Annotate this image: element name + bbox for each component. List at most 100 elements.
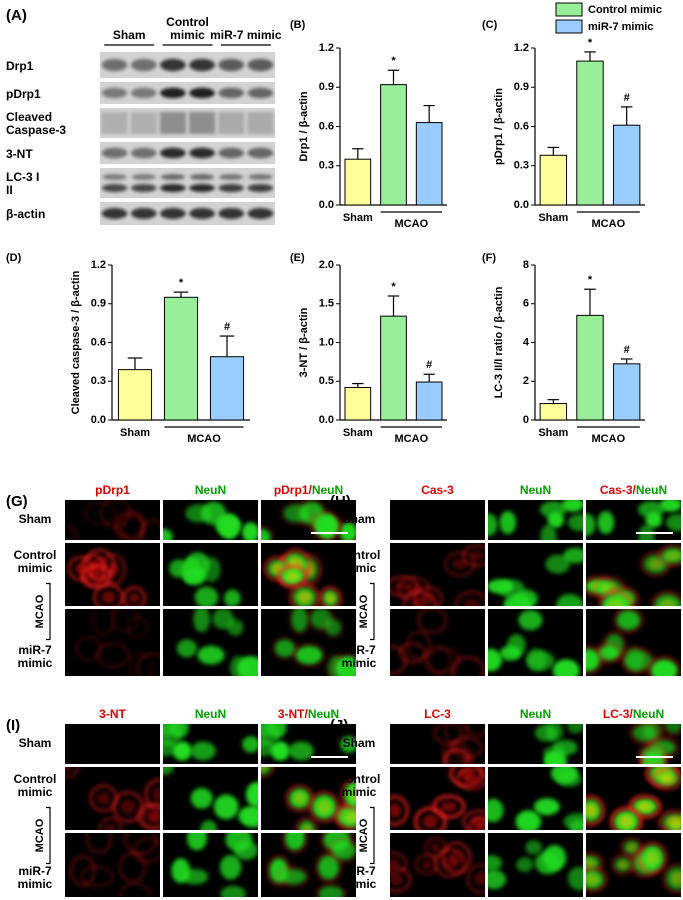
red-signal [75, 635, 103, 661]
red-signal [432, 794, 466, 819]
red-signal [152, 786, 160, 803]
micrograph [390, 609, 485, 676]
red-signal [287, 609, 312, 636]
row-label: miR-7 mimic [17, 643, 53, 670]
panel-label: (F) [482, 252, 496, 264]
error-bar [387, 295, 400, 317]
red-signal [414, 806, 447, 830]
panel-label: (J) [330, 717, 349, 734]
neuron [632, 724, 656, 742]
micrograph [586, 767, 681, 830]
merge-stain: pDrp1 [273, 483, 309, 497]
red-signal [471, 816, 485, 827]
blot-strip [100, 168, 275, 198]
neuron [650, 659, 678, 676]
red-signal [115, 509, 146, 540]
y-tick-label: 0.9 [514, 81, 529, 93]
red-signal [85, 833, 113, 854]
neuron [567, 514, 583, 532]
error-bar [620, 358, 633, 364]
red-signal [441, 742, 472, 764]
red-signal [463, 598, 481, 606]
x-tick-label: Sham [538, 427, 568, 439]
significance-mark: # [224, 321, 230, 333]
row-label: miR-7 mimic [341, 643, 377, 670]
blot-band [160, 174, 186, 180]
merge-header: pDrp1/NeuN [261, 484, 356, 497]
neuron [586, 513, 596, 537]
red-signal [331, 652, 356, 676]
red-signal [308, 791, 341, 823]
red-signal [416, 609, 448, 634]
neuron [193, 609, 211, 633]
blot-strip [100, 82, 275, 104]
neuron [169, 559, 189, 578]
neuron [331, 840, 356, 860]
red-signal [461, 544, 485, 567]
red-signal [449, 850, 464, 866]
red-signal [261, 767, 268, 772]
x-tick-label: Sham [538, 212, 568, 224]
red-signal [433, 724, 464, 745]
red-signal [620, 644, 648, 675]
blot-band [218, 87, 245, 99]
stain-header: NeuN [519, 483, 552, 497]
error-bar [127, 357, 143, 370]
blot-band [189, 147, 215, 159]
red-signal [118, 851, 147, 884]
red-signal [293, 792, 307, 805]
significance-mark: * [391, 55, 396, 67]
neuron [557, 771, 582, 787]
red-signal [413, 586, 444, 606]
red-signal [398, 642, 427, 665]
micrograph [488, 767, 583, 830]
red-signal [89, 571, 104, 582]
bar [380, 315, 407, 421]
neuron [665, 514, 681, 532]
red-signal [451, 655, 485, 676]
blot-band [218, 184, 245, 192]
y-tick-label: 1.2 [91, 259, 106, 271]
blot-group-label: Control mimic [166, 15, 209, 42]
red-signal [586, 645, 604, 675]
y-tick-label: 6 [523, 298, 529, 310]
neuron [185, 504, 212, 523]
neuron [291, 609, 309, 633]
red-signal [125, 615, 149, 640]
blot-band [247, 112, 274, 134]
red-signal [65, 525, 79, 540]
significance-mark: * [588, 37, 593, 49]
micrograph [586, 543, 681, 606]
micrograph [65, 500, 160, 540]
red-signal [328, 837, 356, 864]
blot-band [101, 184, 128, 192]
red-signal [101, 590, 116, 604]
merge-separator: / [308, 483, 312, 497]
micrograph [586, 724, 681, 764]
blot-band [101, 87, 128, 99]
neuron [518, 609, 543, 631]
blot-strip [100, 142, 275, 164]
significance-mark: * [179, 277, 184, 289]
neuron [267, 724, 287, 738]
red-signal [637, 841, 668, 875]
red-signal [276, 865, 310, 888]
neuron [563, 813, 583, 830]
red-signal [612, 609, 644, 634]
neuron [288, 741, 314, 761]
group-label: MCAO [592, 433, 626, 445]
blot-band [159, 112, 187, 134]
stain-header: NeuN [519, 707, 552, 721]
bar [612, 363, 641, 421]
red-signal [277, 564, 308, 589]
y-tick-label: 4 [523, 336, 530, 348]
red-signal [650, 590, 681, 606]
red-signal [83, 500, 117, 526]
blot-band [189, 87, 215, 99]
neuron [616, 609, 641, 631]
micrograph [65, 543, 160, 606]
y-tick-label: 0.9 [319, 81, 334, 93]
micrograph [488, 724, 583, 764]
